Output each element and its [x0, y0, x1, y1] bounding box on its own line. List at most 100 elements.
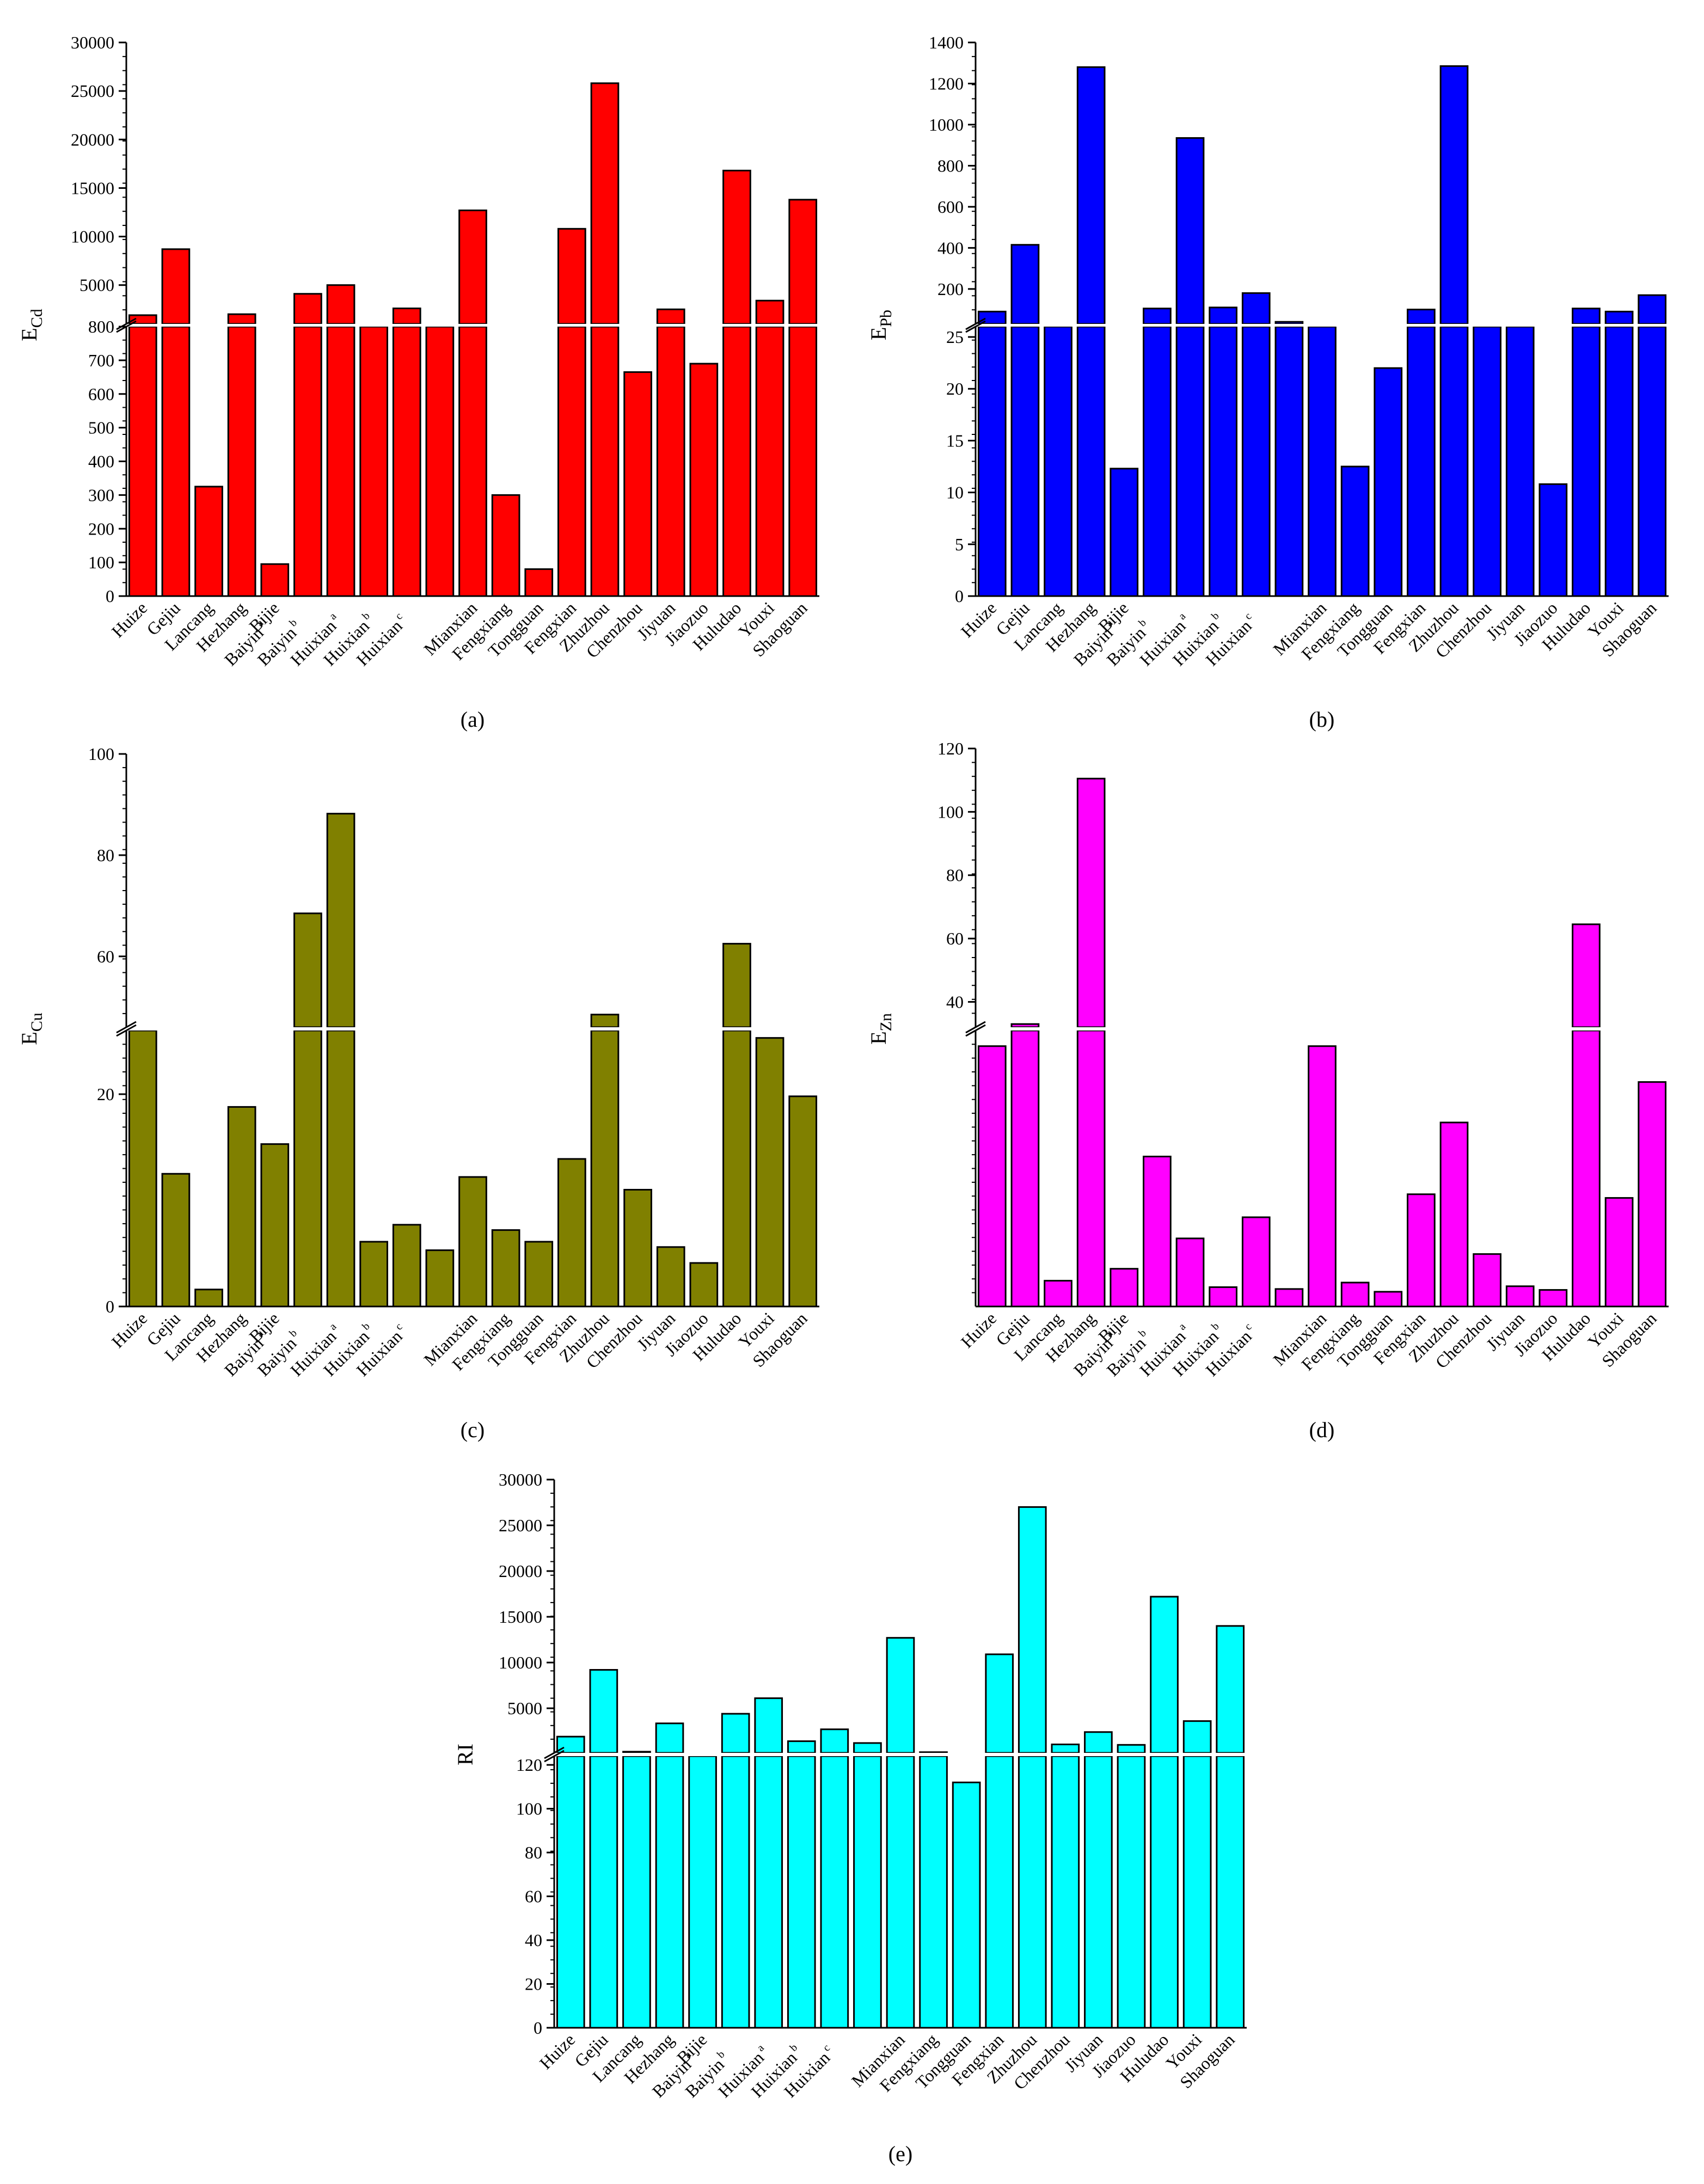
- bar-chenzhou: [1473, 1253, 1501, 1308]
- y-tick-label: 400: [937, 238, 964, 257]
- bar-hezhang: [227, 1106, 256, 1308]
- bar-upper-huludao: [1572, 308, 1601, 325]
- y-tick-label: 25000: [71, 81, 114, 101]
- bar-huludao: [1572, 1029, 1601, 1308]
- bar-tongguan: [952, 1781, 981, 2029]
- x-tick-label-superscript: b: [1209, 1320, 1222, 1333]
- bar-upper-gejiu: [1010, 1023, 1040, 1028]
- bar-upper-huixian-b: [1241, 292, 1271, 325]
- bar-upper-fengxiang: [919, 1751, 948, 1754]
- bar-baiyin-a: [721, 1755, 750, 2029]
- axis-break-mark: [544, 1746, 565, 1763]
- y-tick-label: 30000: [499, 1470, 542, 1489]
- y-tick-label: 80: [946, 866, 964, 885]
- y-tick-label: 15000: [71, 178, 114, 198]
- bar-upper-hezhang: [655, 1722, 684, 1754]
- bar-huize: [977, 1045, 1007, 1308]
- bar-bijie: [688, 1755, 717, 2029]
- y-tick-label: 5000: [507, 1698, 542, 1718]
- bar-baiyin-a: [293, 326, 322, 597]
- bar-huixian-c: [425, 326, 455, 597]
- bar-fengxiang: [491, 1229, 520, 1308]
- bar-baiyin-b: [1175, 1237, 1205, 1308]
- bar-youxi: [1604, 326, 1634, 597]
- y-axis-label: EZn: [866, 1013, 895, 1045]
- bar-mianxian: [458, 326, 487, 597]
- bar-upper-chenzhou: [1051, 1743, 1080, 1754]
- y-tick-label: 25: [946, 327, 964, 347]
- y-tick-label: 0: [106, 1297, 114, 1316]
- bar-upper-huludao: [1572, 923, 1601, 1028]
- x-tick-label-superscript: b: [1136, 617, 1149, 629]
- bar-baiyin-b: [754, 1755, 783, 2029]
- bar-upper-fengxian: [1407, 309, 1436, 325]
- bar-fengxiang: [919, 1755, 948, 2029]
- bar-jiaozuo: [689, 1262, 719, 1308]
- bar-hezhang: [655, 1755, 684, 2029]
- axis-break-gap: [120, 324, 826, 327]
- bar-upper-jiyuan: [1084, 1731, 1113, 1754]
- bar-tongguan: [1374, 367, 1403, 597]
- bar-lancang: [1044, 326, 1072, 597]
- bar-upper-gejiu: [161, 248, 191, 325]
- bar-upper-youxi: [1182, 1720, 1212, 1754]
- x-tick-label-superscript: b: [1136, 1327, 1149, 1340]
- y-tick-label: 15: [946, 431, 964, 450]
- y-axis-label: ECd: [17, 309, 46, 341]
- bar-shaoguan: [1638, 1081, 1667, 1308]
- bar-bijie: [1110, 1268, 1139, 1308]
- y-tick-label: 1000: [929, 115, 964, 134]
- bar-hezhang: [1076, 326, 1106, 597]
- bar-huixian-a: [1209, 1286, 1237, 1308]
- bar-zhuzhou: [590, 326, 620, 597]
- bar-upper-zhuzhou: [590, 1014, 620, 1028]
- bar-fengxian: [1407, 326, 1436, 597]
- x-tick-label-superscript: b: [287, 1327, 299, 1340]
- y-tick-label: 100: [88, 744, 114, 764]
- axis-break-gap: [548, 1753, 1253, 1756]
- y-tick-label: 15000: [499, 1607, 542, 1627]
- bar-upper-huludao: [722, 169, 751, 325]
- y-tick-label: 5: [955, 535, 964, 554]
- bar-gejiu: [1010, 326, 1040, 597]
- bar-shaoguan: [788, 1095, 818, 1308]
- bar-huize: [556, 1755, 585, 2029]
- bar-upper-hezhang: [227, 313, 256, 325]
- x-tick-label-superscript: b: [287, 617, 299, 629]
- bar-upper-huixian-a: [787, 1740, 816, 1754]
- bar-hezhang: [1076, 1029, 1106, 1308]
- bar-chenzhou: [623, 371, 652, 597]
- bar-lancang: [194, 1289, 223, 1308]
- bar-upper-baiyin-a: [1143, 308, 1172, 325]
- y-tick-label: 10000: [71, 227, 114, 247]
- axis-break-mark: [965, 317, 986, 333]
- bar-shaoguan: [1638, 326, 1667, 597]
- panel-caption: (a): [461, 707, 485, 732]
- y-tick-label: 60: [97, 947, 114, 966]
- bar-huludao: [1150, 1755, 1179, 2029]
- x-tick-label: Huize: [957, 1308, 1000, 1351]
- bar-fengxiang: [1340, 1281, 1370, 1308]
- bar-jiaozuo: [1538, 483, 1568, 597]
- bar-upper-baiyin-a: [293, 912, 322, 1028]
- bar-baiyin-a: [1143, 326, 1172, 597]
- bar-upper-jiaozuo: [1117, 1744, 1146, 1754]
- y-tick-label: 800: [937, 156, 964, 175]
- bar-upper-shaoguan: [1638, 294, 1667, 325]
- bar-zhuzhou: [590, 1029, 620, 1308]
- x-tick-label-superscript: a: [327, 1321, 339, 1333]
- x-tick-label-superscript: a: [755, 2042, 767, 2054]
- bar-upper-baiyin-b: [1175, 137, 1205, 325]
- bar-huixian-a: [359, 1241, 388, 1308]
- y-tick-label: 20: [525, 1974, 542, 1994]
- bar-upper-huixian-b: [820, 1728, 849, 1754]
- bar-jiyuan: [656, 326, 685, 597]
- bar-jiyuan: [656, 1246, 685, 1308]
- bar-upper-huixian-b: [392, 307, 421, 325]
- x-tick-label-superscript: c: [393, 1321, 405, 1333]
- y-tick-label: 300: [88, 485, 114, 505]
- x-tick-label-superscript: b: [788, 2041, 800, 2054]
- bar-huixian-b: [392, 1224, 421, 1308]
- y-tick-label: 40: [946, 992, 964, 1011]
- y-tick-label: 100: [937, 802, 964, 821]
